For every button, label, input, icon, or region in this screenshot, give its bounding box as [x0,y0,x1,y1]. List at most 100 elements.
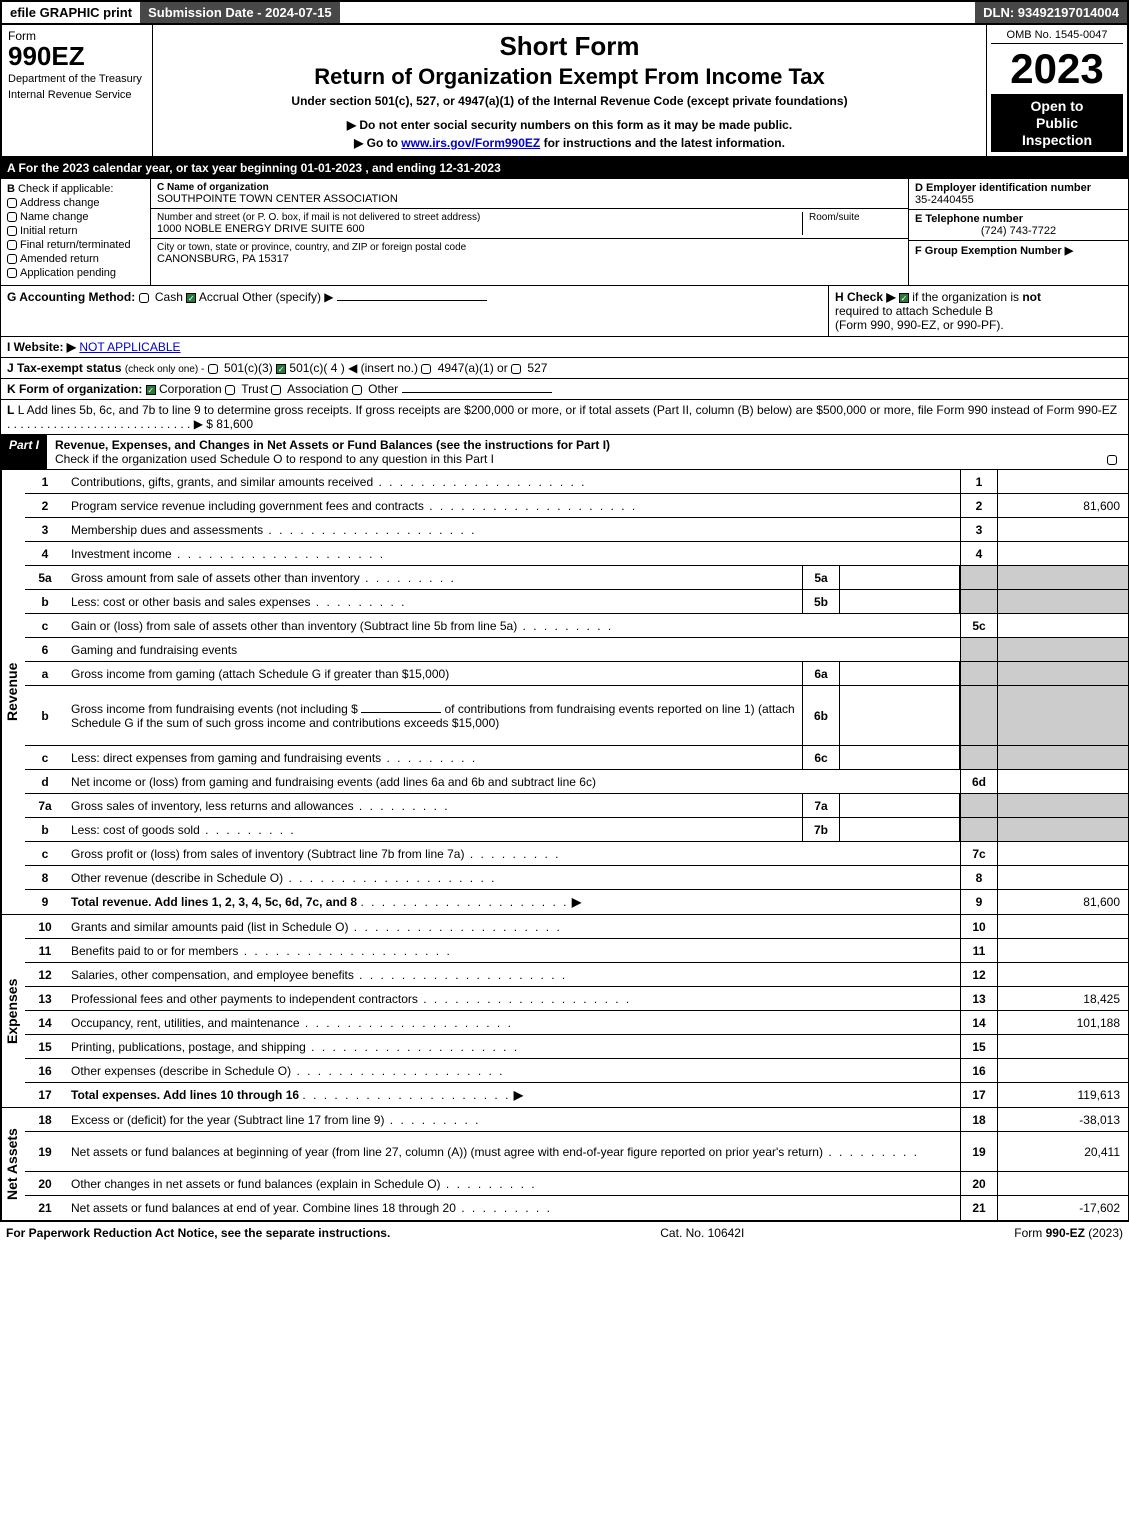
line-6b-value[interactable] [840,686,960,745]
chk-final-return[interactable]: Final return/terminated [7,239,144,251]
j-501c4: 501(c)( 4 ) ◀ (insert no.) [289,361,418,375]
instructions-link[interactable]: www.irs.gov/Form990EZ [401,136,540,150]
chk-application-pending[interactable]: Application pending [7,267,144,279]
expenses-label: Expenses [1,915,25,1107]
title-section: Under section 501(c), 527, or 4947(a)(1)… [163,94,976,108]
dln: DLN: 93492197014004 [975,2,1127,23]
omb-number: OMB No. 1545-0047 [991,29,1123,44]
col-b: B Check if applicable: Address change Na… [1,179,151,285]
row-j: J Tax-exempt status (check only one) - 5… [0,358,1129,379]
checkbox-icon[interactable] [139,293,149,303]
dept-irs: Internal Revenue Service [8,89,146,101]
k-other-input[interactable] [402,392,552,393]
spacer [340,2,976,23]
line-13: 13 Professional fees and other payments … [25,987,1128,1011]
checkbox-icon[interactable] [511,364,521,374]
chk-name-change[interactable]: Name change [7,211,144,223]
efile-print[interactable]: efile GRAPHIC print [2,2,140,23]
checkbox-icon[interactable] [352,385,362,395]
open-to: Open to [995,98,1119,115]
phone-row: E Telephone number (724) 743-7722 [909,210,1128,241]
l6b-desc1: Gross income from fundraising events (no… [71,702,358,716]
k-other: Other [368,382,398,396]
line-5a-value[interactable] [840,566,960,589]
row-k: K Form of organization: ✓ Corporation Tr… [0,379,1129,400]
open-public-box: Open to Public Inspection [991,94,1123,152]
checkbox-icon [7,226,17,236]
checkbox-icon [7,198,17,208]
line-21: 21 Net assets or fund balances at end of… [25,1196,1128,1220]
line-7b-value[interactable] [840,818,960,841]
l6b-blank[interactable] [361,712,441,713]
title-short-form: Short Form [163,31,976,62]
revenue-lines: 1 Contributions, gifts, grants, and simi… [25,470,1128,914]
website-value[interactable]: NOT APPLICABLE [79,340,180,354]
line-7a-value[interactable] [840,794,960,817]
room-label: Room/suite [809,212,902,223]
row-gh: G Accounting Method: Cash ✓ Accrual Othe… [0,286,1129,337]
line-6c-value[interactable] [840,746,960,769]
form-number: 990EZ [8,43,146,69]
h-text4: (Form 990, 990-EZ, or 990-PF). [835,318,1122,332]
g-other-input[interactable] [337,300,487,301]
part1-label: Part I [1,435,47,469]
checkbox-checked-icon[interactable]: ✓ [899,293,909,303]
line-7a: 7a Gross sales of inventory, less return… [25,794,1128,818]
line-12: 12 Salaries, other compensation, and emp… [25,963,1128,987]
group-row: F Group Exemption Number ▶ [909,241,1128,260]
line-18: 18 Excess or (deficit) for the year (Sub… [25,1108,1128,1132]
line-10: 10 Grants and similar amounts paid (list… [25,915,1128,939]
line-5b: b Less: cost or other basis and sales ex… [25,590,1128,614]
chk-initial-return[interactable]: Initial return [7,225,144,237]
header-left: Form 990EZ Department of the Treasury In… [2,25,152,156]
row-g: G Accounting Method: Cash ✓ Accrual Othe… [1,286,828,336]
line-16: 16 Other expenses (describe in Schedule … [25,1059,1128,1083]
checkbox-checked-icon[interactable]: ✓ [146,385,156,395]
expenses-section: Expenses 10 Grants and similar amounts p… [0,915,1129,1108]
k-assoc: Association [287,382,348,396]
revenue-section: Revenue 1 Contributions, gifts, grants, … [0,470,1129,915]
i-label: I Website: ▶ [7,340,76,354]
ein-value: 35-2440455 [915,194,1122,206]
part1-title: Revenue, Expenses, and Changes in Net As… [55,438,1120,452]
g-cash: Cash [155,290,183,304]
checkbox-icon[interactable] [1107,455,1117,465]
chk-address-change[interactable]: Address change [7,197,144,209]
checkbox-icon[interactable] [271,385,281,395]
checkbox-checked-icon[interactable]: ✓ [186,293,196,303]
j-4947: 4947(a)(1) or [438,361,508,375]
chk-amended-return[interactable]: Amended return [7,253,144,265]
name-label: C Name of organization [157,182,902,193]
instructions-line: ▶ Go to www.irs.gov/Form990EZ for instru… [163,136,976,150]
h-text3: required to attach Schedule B [835,304,1122,318]
ssn-warning: ▶ Do not enter social security numbers o… [163,118,976,132]
line-7c: c Gross profit or (loss) from sales of i… [25,842,1128,866]
line-6a-value[interactable] [840,662,960,685]
part1-check-line: Check if the organization used Schedule … [55,452,1120,466]
line-5b-value[interactable] [840,590,960,613]
top-bar: efile GRAPHIC print Submission Date - 20… [0,0,1129,25]
tax-year: 2023 [991,48,1123,90]
paperwork-notice: For Paperwork Reduction Act Notice, see … [6,1226,390,1240]
org-name: SOUTHPOINTE TOWN CENTER ASSOCIATION [157,193,902,205]
ein-label: D Employer identification number [915,182,1122,194]
city-row: City or town, state or province, country… [151,239,908,268]
j-501c3: 501(c)(3) [224,361,273,375]
g-label: G Accounting Method: [7,290,135,304]
group-label: F Group Exemption Number ▶ [915,245,1073,257]
checkbox-icon[interactable] [225,385,235,395]
checkbox-icon [7,268,17,278]
page-footer: For Paperwork Reduction Act Notice, see … [0,1221,1129,1244]
city-label: City or town, state or province, country… [157,242,902,253]
checkbox-icon[interactable] [421,364,431,374]
checkbox-checked-icon[interactable]: ✓ [276,364,286,374]
checkbox-icon[interactable] [208,364,218,374]
street-row: Number and street (or P. O. box, if mail… [151,209,908,239]
phone-label: E Telephone number [915,213,1122,225]
form-ref: Form 990-EZ (2023) [1014,1226,1123,1240]
title-return: Return of Organization Exempt From Incom… [163,64,976,90]
phone-value: (724) 743-7722 [915,225,1122,237]
h-text2: if the organization is [912,290,1022,304]
ein-row: D Employer identification number 35-2440… [909,179,1128,210]
j-label: J Tax-exempt status [7,361,122,375]
